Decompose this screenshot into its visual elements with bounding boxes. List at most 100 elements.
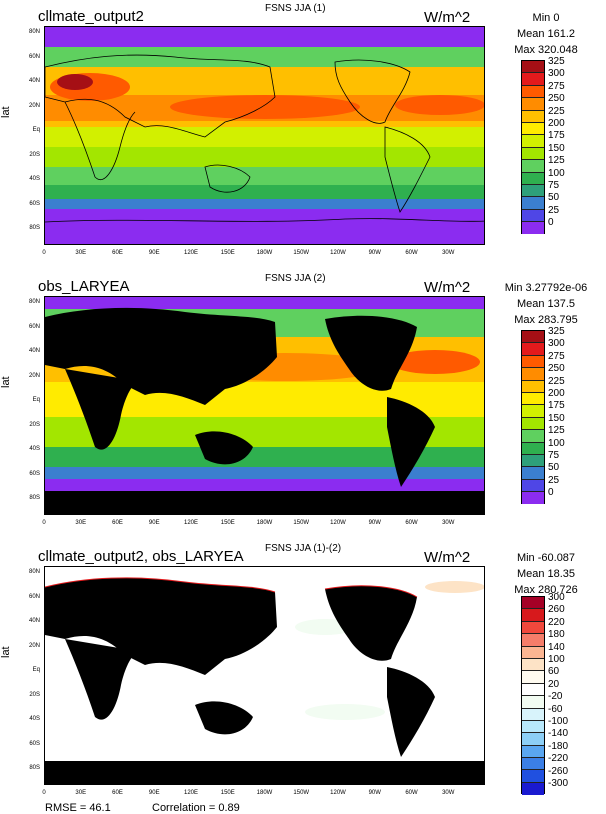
lon-tick-label: 150W	[293, 520, 310, 526]
colorbar-label: 250	[548, 363, 565, 375]
colorbar-swatch	[522, 380, 544, 393]
lat-tick-label: 60N	[28, 323, 40, 330]
lon-tick-label: 120W	[330, 250, 346, 256]
colorbar-swatch	[522, 621, 544, 635]
colorbar-label: 20	[548, 678, 560, 690]
colorbar-swatch	[522, 770, 544, 783]
lat-tick-label: 80N	[28, 299, 40, 305]
lat-ticks: 80N 60N 40N 20N Eq 20S 40S 60S 80S	[18, 26, 40, 245]
lon-tick-label: 0	[42, 520, 46, 526]
colorbar-label: 50	[548, 462, 560, 474]
lat-tick-label: 40N	[28, 78, 40, 84]
colorbar	[521, 330, 545, 505]
lon-tick-label: 120W	[330, 520, 346, 526]
colorbar-label: 75	[548, 180, 560, 191]
lat-tick-label: Eq	[32, 667, 40, 673]
stat-max: Max 283.795	[514, 314, 578, 326]
panel-title: cllmate_output2, obs_LARYEA	[38, 548, 244, 565]
colorbar-label: 175	[548, 400, 565, 412]
lat-tick-label: Eq	[32, 127, 40, 133]
colorbar-swatch	[522, 733, 544, 746]
lon-tick-label: 180W	[256, 790, 273, 796]
lon-tick-label: 120E	[183, 790, 199, 796]
colorbar-swatch	[522, 745, 544, 759]
colorbar-label: 300	[548, 68, 565, 80]
colorbar-label: 125	[548, 155, 565, 167]
lat-tick-label: 60N	[28, 53, 40, 60]
colorbar-swatch	[522, 658, 544, 672]
rmse-label: RMSE = 46.1	[45, 802, 111, 814]
colorbar	[521, 596, 545, 796]
colorbar-swatch	[522, 355, 544, 369]
lon-tick-label: 30W	[442, 520, 455, 526]
colorbar-swatch	[522, 634, 544, 647]
lon-tick-label: 0	[42, 250, 46, 256]
lat-tick-label: 80S	[29, 495, 40, 501]
lat-tick-label: 80N	[28, 569, 40, 575]
colorbar-label: 25	[548, 474, 560, 486]
lon-tick-label: 60E	[112, 250, 123, 256]
y-axis-label: lat	[0, 106, 12, 118]
stat-mean: Mean 18.35	[516, 568, 576, 580]
colorbar-label: 0	[548, 487, 554, 499]
colorbar-swatch	[522, 331, 544, 344]
colorbar-swatch	[522, 222, 544, 235]
stats-box: Min -60.087 Mean 18.35 Max 280.726	[486, 550, 606, 598]
lat-ticks: 80N 60N 40N 20N Eq 20S 40S 60S 80S	[18, 566, 40, 785]
colorbar-swatch	[522, 160, 544, 173]
lon-tick-label: 60E	[112, 790, 123, 796]
colorbar-label: 300	[548, 592, 565, 603]
stat-max: Max 280.726	[514, 584, 578, 596]
panel-subtitle: FSNS JJA (1)-(2)	[265, 543, 342, 554]
colorbar-swatch	[522, 147, 544, 161]
colorbar-label: 225	[548, 105, 565, 117]
coastline-outline	[45, 54, 484, 223]
panel-difference: cllmate_output2, obs_LARYEA FSNS JJA (1)…	[0, 540, 606, 814]
lat-tick-label: 40N	[28, 348, 40, 354]
panel-subtitle: FSNS JJA (1)	[265, 3, 326, 14]
colorbar-swatch	[522, 135, 544, 148]
map-field-difference	[44, 566, 485, 785]
colorbar-label: 260	[548, 604, 565, 616]
y-axis-label: lat	[0, 646, 12, 658]
lon-tick-label: 30E	[75, 520, 87, 526]
lat-tick-label: 80S	[29, 225, 40, 231]
lat-tick-label: 20S	[29, 151, 40, 158]
lat-tick-label: 60N	[28, 593, 40, 600]
colorbar-swatch	[522, 454, 544, 468]
colorbar-swatch	[522, 442, 544, 455]
correlation-label: Correlation = 0.89	[152, 802, 240, 814]
lat-tick-label: 20N	[28, 102, 40, 109]
colorbar-label: -220	[548, 753, 569, 765]
lon-tick-label: 180W	[256, 250, 273, 256]
colorbar-label: 150	[548, 142, 565, 154]
colorbar-label: 100	[548, 167, 565, 179]
lat-tick-label: 40S	[29, 446, 40, 452]
lat-tick-label: 60S	[29, 200, 40, 207]
colorbar-label: 100	[548, 437, 565, 449]
colorbar-swatch	[522, 646, 544, 659]
coastline-diff	[45, 577, 418, 598]
stat-min: Min 3.27792e-06	[504, 282, 588, 294]
lon-tick-label: 90W	[368, 250, 381, 256]
stats-box: Min 3.27792e-06 Mean 137.5 Max 283.795	[486, 280, 606, 328]
lon-tick-label: 150E	[220, 520, 235, 526]
colorbar-label: 180	[548, 629, 565, 641]
colorbar-swatch	[522, 122, 544, 136]
lat-tick-label: 20S	[29, 421, 40, 428]
stat-min: Min -60.087	[516, 552, 576, 564]
colorbar-label: 200	[548, 388, 565, 399]
lon-tick-label: 90E	[148, 520, 160, 526]
lat-tick-label: 80N	[28, 29, 40, 35]
colorbar-label: -100	[548, 716, 569, 727]
colorbar-label: 275	[548, 80, 565, 92]
colorbar-swatch	[522, 467, 544, 480]
lon-tick-label: 60W	[405, 790, 418, 796]
lon-tick-label: 150E	[220, 790, 235, 796]
land-mask	[45, 307, 484, 514]
colorbar-swatch	[522, 197, 544, 210]
stat-max: Max 320.048	[514, 44, 578, 56]
lon-tick-label: 90E	[148, 250, 160, 256]
colorbar-label: -20	[548, 691, 563, 703]
lon-tick-label: 60W	[405, 520, 418, 526]
